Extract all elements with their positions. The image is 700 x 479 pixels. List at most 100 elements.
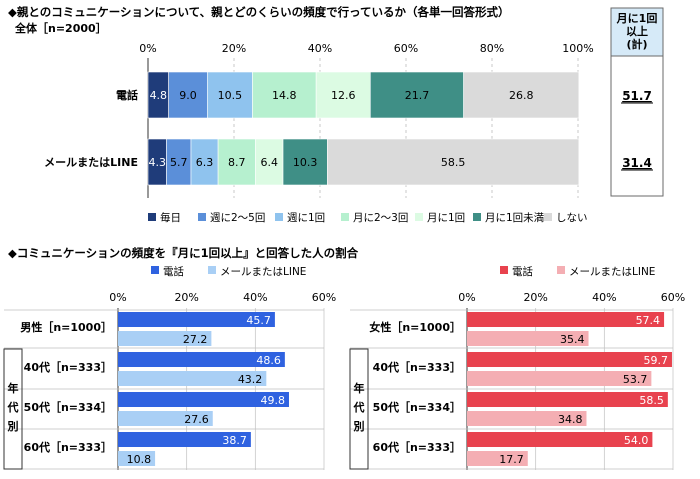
data-label: 8.7 <box>228 156 246 169</box>
data-label: 54.0 <box>624 434 649 447</box>
group-bracket <box>349 348 369 470</box>
legend-swatch <box>198 213 206 221</box>
data-label: 10.8 <box>127 453 152 466</box>
data-label: 5.7 <box>170 156 188 169</box>
bar <box>467 411 587 426</box>
legend-swatch <box>275 213 283 221</box>
bar <box>118 411 213 426</box>
bar <box>467 371 652 386</box>
bar <box>467 451 528 466</box>
bar <box>118 371 267 386</box>
group-label-char: 年 <box>8 381 19 395</box>
data-label: 57.4 <box>636 314 661 327</box>
data-label: 14.8 <box>272 89 297 102</box>
bar-segment <box>190 138 219 186</box>
data-label: 45.7 <box>246 314 271 327</box>
x-tick-label: 60% <box>661 291 685 304</box>
legend-label: 週に2～5回 <box>210 212 265 224</box>
x-tick-label: 60% <box>394 42 418 55</box>
bar <box>118 432 251 447</box>
legend-swatch <box>500 266 508 274</box>
data-label: 53.7 <box>623 373 648 386</box>
category-label: 女性［n=1000］ <box>369 320 461 334</box>
legend-label: メールまたはLINE <box>220 266 306 278</box>
data-label: 59.7 <box>643 354 668 367</box>
summary-header-text: (計) <box>626 37 647 51</box>
x-tick-label: 40% <box>308 42 332 55</box>
summary-value: 51.7 <box>622 89 652 103</box>
bar <box>118 352 285 367</box>
data-label: 43.2 <box>238 373 263 386</box>
legend-swatch <box>148 213 156 221</box>
group-label-char: 年 <box>354 381 365 395</box>
legend-swatch <box>557 266 565 274</box>
bar-segment <box>315 71 371 119</box>
bar <box>118 331 212 346</box>
data-label: 58.5 <box>639 394 664 407</box>
summary-header-text: 以上 <box>626 24 648 38</box>
data-label: 10.5 <box>218 89 243 102</box>
category-label: 50代［n=334］ <box>373 400 461 414</box>
data-label: 49.8 <box>260 394 285 407</box>
category-label: 40代［n=333］ <box>24 360 112 374</box>
data-label: 48.6 <box>256 354 281 367</box>
bar-segment <box>463 71 580 119</box>
x-tick-label: 80% <box>480 42 504 55</box>
bar <box>467 392 668 407</box>
female-bar-chart: 電話 メールまたはLINE 0% 20% 40% 60% 年代別 女性［n=1000］ 57.4… <box>349 265 685 470</box>
category-label: 50代［n=334］ <box>24 400 112 414</box>
legend-swatch <box>341 213 349 221</box>
summary-value: 31.4 <box>622 156 652 170</box>
category-label: 電話 <box>116 88 138 102</box>
legend-label: 月に1回 <box>427 212 465 224</box>
category-label: メールまたはLINE <box>44 156 138 169</box>
data-label: 21.7 <box>405 89 430 102</box>
data-label: 12.6 <box>331 89 356 102</box>
data-label: 27.2 <box>183 333 208 346</box>
x-tick-label: 0% <box>109 291 126 304</box>
x-tick-label: 20% <box>174 291 198 304</box>
data-label: 26.8 <box>509 89 534 102</box>
data-label: 27.6 <box>184 413 209 426</box>
chart-subtitle-top: 全体［n=2000］ <box>14 21 107 35</box>
bar <box>467 331 589 346</box>
chart-title-bottom: ◆コミュニケーションの頻度を『月に1回以上』と回答した人の割合 <box>8 246 359 260</box>
bar <box>467 312 665 327</box>
chart-title-top: ◆親とのコミュニケーションについて、親とどのくらいの頻度で行っているか（各単一回… <box>8 5 510 19</box>
male-bar-chart: 電話 メールまたはLINE 0% 20% 40% 60% 年代別 男性［n=1000］ 45.7… <box>3 265 336 470</box>
summary-header-bg <box>610 7 664 57</box>
bar <box>467 432 653 447</box>
bar <box>118 392 289 407</box>
data-label: 6.4 <box>261 156 279 169</box>
group-label-char: 代 <box>7 400 19 414</box>
bar-segment <box>327 138 580 186</box>
legend-label: 電話 <box>163 265 184 278</box>
group-label-char: 別 <box>353 419 365 433</box>
legend-label: しない <box>556 212 588 224</box>
legend-label: メールまたはLINE <box>569 266 655 278</box>
group-label-char: 代 <box>353 400 365 414</box>
legend-swatch <box>151 266 159 274</box>
x-tick-label: 20% <box>222 42 246 55</box>
category-label: 60代［n=333］ <box>24 440 112 454</box>
legend-swatch <box>208 266 216 274</box>
legend-label: 毎日 <box>160 211 181 224</box>
category-label: 男性［n=1000］ <box>20 320 112 334</box>
category-label: 40代［n=333］ <box>373 360 461 374</box>
data-label: 4.3 <box>148 156 166 169</box>
stacked-bar-chart: 0% 20% 40% 60% 80% 100% 電話 4.8 9.0 10.5 14.8 12.6 21… <box>44 7 664 224</box>
bar <box>118 451 156 466</box>
data-label: 9.0 <box>179 89 197 102</box>
x-tick-label: 100% <box>562 42 593 55</box>
group-label-char: 別 <box>7 419 19 433</box>
bar-segment <box>282 138 328 186</box>
legend-label: 月に1回未満 <box>485 212 545 224</box>
x-tick-label: 40% <box>243 291 267 304</box>
bar <box>118 312 275 327</box>
x-tick-label: 0% <box>458 291 475 304</box>
bar-segment <box>168 71 208 119</box>
data-label: 34.8 <box>558 413 583 426</box>
data-label: 10.3 <box>293 156 318 169</box>
x-tick-label: 60% <box>312 291 336 304</box>
